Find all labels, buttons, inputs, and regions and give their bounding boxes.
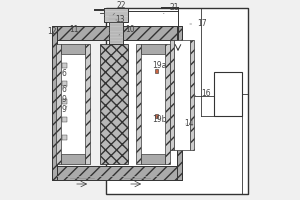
Bar bbox=[61, 154, 85, 164]
Text: 9: 9 bbox=[62, 96, 67, 104]
Text: 12: 12 bbox=[47, 27, 57, 36]
Bar bbox=[85, 44, 90, 164]
Bar bbox=[136, 44, 141, 164]
Bar bbox=[100, 44, 128, 164]
Bar bbox=[214, 72, 242, 116]
Bar bbox=[141, 154, 165, 164]
Bar bbox=[61, 117, 67, 122]
Bar bbox=[52, 26, 182, 40]
Bar bbox=[61, 81, 67, 86]
Bar bbox=[174, 40, 190, 150]
Bar bbox=[190, 40, 194, 150]
Bar bbox=[109, 14, 123, 44]
Text: 10: 10 bbox=[119, 25, 135, 35]
Bar bbox=[52, 166, 182, 180]
Bar bbox=[155, 114, 158, 118]
Text: 17: 17 bbox=[190, 20, 207, 28]
Text: 16: 16 bbox=[194, 90, 211, 98]
Bar bbox=[141, 44, 165, 54]
Text: 14: 14 bbox=[184, 119, 194, 129]
Text: 11: 11 bbox=[69, 25, 79, 34]
Text: 6: 6 bbox=[62, 85, 67, 94]
Text: 19b: 19b bbox=[152, 116, 166, 124]
Bar bbox=[165, 44, 170, 164]
Bar bbox=[177, 26, 182, 180]
Bar bbox=[56, 44, 61, 164]
Bar bbox=[61, 54, 85, 154]
Bar bbox=[61, 135, 67, 140]
Bar bbox=[170, 40, 174, 150]
Bar bbox=[104, 8, 128, 22]
Bar bbox=[106, 8, 248, 194]
Text: 13: 13 bbox=[115, 16, 125, 24]
Text: 21: 21 bbox=[164, 3, 179, 14]
Bar bbox=[141, 54, 165, 154]
Text: 9: 9 bbox=[62, 106, 67, 114]
Text: 22: 22 bbox=[113, 1, 126, 15]
Bar bbox=[52, 26, 57, 180]
Text: 6: 6 bbox=[62, 70, 67, 78]
Bar bbox=[155, 69, 158, 73]
Bar bbox=[61, 44, 85, 54]
Bar bbox=[61, 63, 67, 68]
Bar bbox=[61, 99, 67, 104]
Text: 19a: 19a bbox=[152, 62, 166, 71]
